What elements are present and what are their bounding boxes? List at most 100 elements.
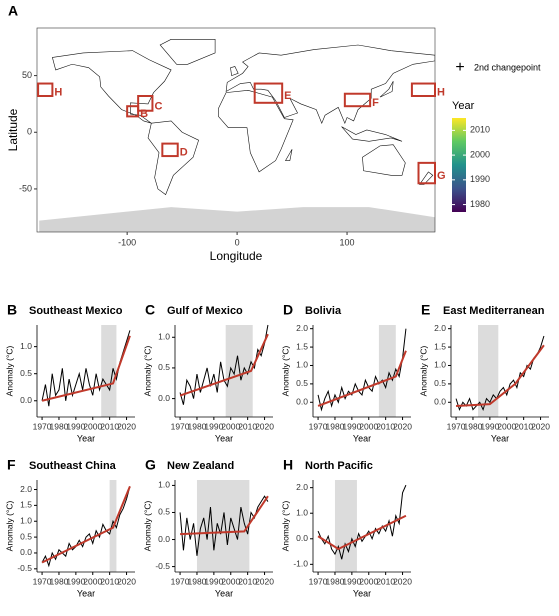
y-axis-label: Anomaly (°C) bbox=[280, 346, 290, 397]
region-box bbox=[137, 95, 154, 112]
land bbox=[39, 39, 435, 232]
x-tick-label: 1990 bbox=[480, 421, 499, 431]
y-tick-label: 2.0 bbox=[296, 323, 308, 333]
y-tick-label: 1.0 bbox=[296, 360, 308, 370]
y-axis-label: Anomaly (°C) bbox=[142, 501, 152, 552]
colorbar-tick-label: 1990 bbox=[470, 174, 490, 184]
y-tick-label: 2.0 bbox=[20, 484, 32, 494]
y-tick-label: 0.0 bbox=[434, 397, 446, 407]
x-tick-label: 1980 bbox=[326, 576, 345, 586]
panel-label: H bbox=[283, 457, 293, 473]
changepoint-marker: + bbox=[455, 59, 464, 76]
y-axis-label: Anomaly (°C) bbox=[280, 501, 290, 552]
y-tick-label: 1.0 bbox=[434, 360, 446, 370]
chart-title: Southeast China bbox=[29, 460, 117, 472]
x-tick-label: -100 bbox=[118, 237, 136, 247]
colorbar-title: Year bbox=[452, 100, 475, 112]
x-tick-label: 2020 bbox=[117, 576, 136, 586]
region-label: E bbox=[284, 90, 291, 102]
map-area bbox=[39, 39, 435, 232]
x-tick-label: 2000 bbox=[221, 576, 240, 586]
y-tick-label: 0.5 bbox=[296, 378, 308, 388]
y-tick-label: 0.0 bbox=[296, 397, 308, 407]
x-tick-label: 1970 bbox=[309, 421, 328, 431]
x-tick-label: 2020 bbox=[117, 421, 136, 431]
region-box bbox=[253, 82, 284, 104]
y-tick-label: 1.5 bbox=[296, 341, 308, 351]
region-label: D bbox=[180, 147, 188, 159]
changepoint-interval bbox=[378, 325, 396, 417]
colorbar bbox=[452, 118, 466, 212]
y-axis-label: Anomaly (°C) bbox=[4, 501, 14, 552]
chart-title: East Mediterranean bbox=[443, 305, 545, 317]
panel-label: D bbox=[283, 302, 293, 318]
y-tick-label: -0.5 bbox=[17, 563, 32, 573]
x-tick-label: 1980 bbox=[464, 421, 483, 431]
y-tick-label: 0.5 bbox=[20, 368, 32, 378]
changepoint-interval bbox=[101, 325, 117, 417]
x-axis-label: Year bbox=[215, 433, 233, 443]
x-tick-label: 1990 bbox=[204, 576, 223, 586]
anomaly-line bbox=[317, 484, 407, 560]
panel-label: G bbox=[145, 457, 156, 473]
x-tick-label: 2000 bbox=[83, 576, 102, 586]
panel-label: A bbox=[8, 3, 18, 19]
x-tick-label: 2000 bbox=[359, 576, 378, 586]
anomaly-line bbox=[41, 486, 131, 568]
y-tick-label: 1.5 bbox=[434, 341, 446, 351]
x-tick-label: 2000 bbox=[83, 421, 102, 431]
x-tick-label: 1990 bbox=[66, 576, 85, 586]
x-tick-label: 2010 bbox=[238, 576, 257, 586]
y-tick-label: 1.0 bbox=[296, 507, 308, 517]
changepoint-label: 2nd changepoint bbox=[474, 62, 541, 72]
y-tick-label: -50 bbox=[19, 183, 32, 193]
region-label: H bbox=[437, 87, 445, 99]
x-tick-label: 1970 bbox=[171, 421, 190, 431]
x-tick-label: 0 bbox=[235, 237, 240, 247]
x-tick-label: 1970 bbox=[33, 576, 52, 586]
colorbar-tick-label: 2000 bbox=[470, 149, 490, 159]
x-tick-label: 2000 bbox=[221, 421, 240, 431]
y-tick-label: 2.0 bbox=[434, 323, 446, 333]
y-tick-label: 1.5 bbox=[20, 500, 32, 510]
x-axis-label: Year bbox=[215, 588, 233, 598]
y-tick-label: -0.5 bbox=[155, 561, 170, 571]
x-tick-label: 1980 bbox=[50, 576, 69, 586]
region-box bbox=[37, 82, 54, 97]
chart-title: North Pacific bbox=[305, 460, 373, 472]
panel-label: B bbox=[7, 302, 17, 318]
x-tick-label: 2000 bbox=[359, 421, 378, 431]
y-tick-label: 1.0 bbox=[158, 332, 170, 342]
x-tick-label: 2010 bbox=[376, 421, 395, 431]
x-axis-label: Year bbox=[77, 433, 95, 443]
fit-line bbox=[456, 344, 545, 407]
region-label: F bbox=[372, 97, 379, 109]
y-tick-label: 0.5 bbox=[20, 531, 32, 541]
y-axis-label: Anomaly (°C) bbox=[142, 346, 152, 397]
fit-line bbox=[317, 514, 407, 551]
chart-title: Southeast Mexico bbox=[29, 305, 123, 317]
x-tick-label: 1990 bbox=[342, 421, 361, 431]
y-tick-label: 0 bbox=[27, 127, 32, 137]
y-tick-label: 0.0 bbox=[296, 533, 308, 543]
x-tick-label: 2010 bbox=[100, 421, 119, 431]
x-tick-label: 1990 bbox=[342, 576, 361, 586]
region-label: B bbox=[140, 108, 148, 120]
y-tick-label: -1.0 bbox=[293, 559, 308, 569]
y-tick-label: 0.0 bbox=[20, 395, 32, 405]
region-box bbox=[343, 92, 372, 108]
x-axis-label: Year bbox=[353, 588, 371, 598]
x-axis-label: Year bbox=[77, 588, 95, 598]
region-label: H bbox=[54, 87, 62, 99]
y-tick-label: 0.0 bbox=[158, 534, 170, 544]
y-tick-label: 0.0 bbox=[20, 547, 32, 557]
x-tick-label: 2010 bbox=[100, 576, 119, 586]
x-tick-label: 1970 bbox=[309, 576, 328, 586]
x-tick-label: 1970 bbox=[33, 421, 52, 431]
x-tick-label: 100 bbox=[340, 237, 355, 247]
panel-label: F bbox=[7, 457, 16, 473]
fit-line bbox=[41, 335, 131, 402]
y-tick-label: 0.5 bbox=[158, 507, 170, 517]
x-tick-label: 1980 bbox=[326, 421, 345, 431]
region-label: G bbox=[437, 170, 446, 182]
